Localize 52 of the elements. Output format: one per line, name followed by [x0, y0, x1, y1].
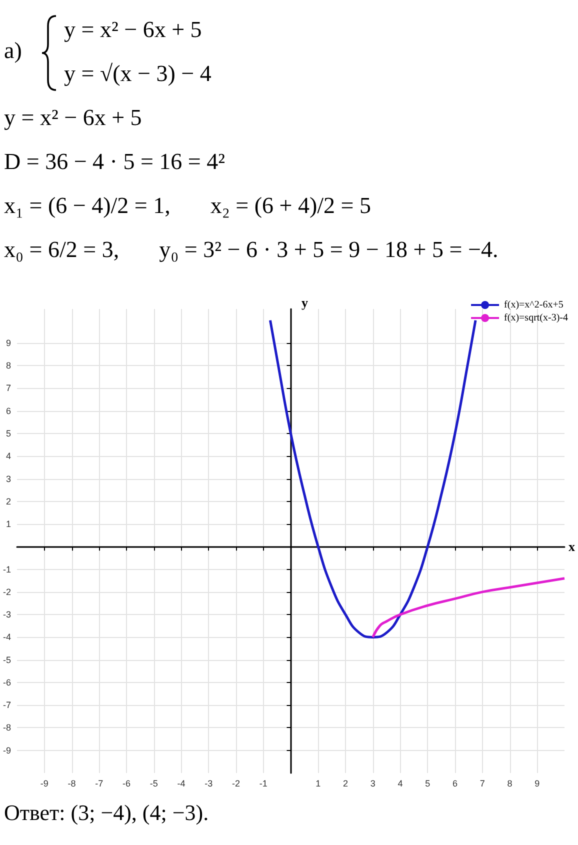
y-tick-label: -6	[2, 677, 11, 688]
x-tick-label: -6	[122, 778, 131, 788]
text: y = √(x − 3) − 4	[64, 61, 212, 86]
text: Ответ: (3; −4), (4; −3).	[4, 800, 209, 826]
text: а)	[4, 38, 22, 64]
y-tick-label: -8	[2, 722, 11, 733]
y-tick-label: 5	[6, 428, 11, 438]
y-tick-label: -2	[2, 586, 11, 597]
y-tick-label: -7	[2, 700, 11, 710]
x-tick-label: -5	[150, 778, 158, 788]
y-tick-label: 7	[6, 383, 11, 394]
x-axis-title: x	[568, 539, 576, 554]
x-tick-label: 4	[398, 778, 403, 788]
x-tick-label: 5	[425, 778, 430, 788]
y-tick-label: 4	[6, 451, 11, 462]
legend-label: f(x)=sqrt(x-3)-4	[504, 312, 568, 324]
text: y = x² − 6x + 5	[4, 105, 142, 130]
text: y₀ = 3² − 6 · 3 + 5 = 9 − 18 + 5 = −4.	[159, 237, 498, 262]
x-tick-label: -7	[95, 778, 104, 788]
y-tick-label: 8	[6, 360, 11, 371]
y-tick-label: 1	[6, 519, 11, 530]
legend-label: f(x)=x^2-6x+5	[504, 300, 564, 310]
line-series	[268, 319, 477, 638]
text: x₀ = 6/2 = 3,	[4, 237, 120, 262]
text: D = 36 − 4 · 5 = 16 = 4²	[4, 149, 226, 174]
x-tick-label: -9	[40, 778, 48, 788]
text: x₁ = (6 − 4)/2 = 1,	[4, 193, 170, 218]
x-tick-label: -8	[68, 778, 76, 788]
y-tick-label: 9	[6, 338, 11, 348]
y-tick-label: -5	[2, 654, 11, 665]
x-tick-label: 7	[480, 778, 485, 788]
x-tick-label: 3	[370, 778, 376, 788]
line-series	[372, 577, 566, 638]
y-tick-label: -9	[2, 745, 11, 756]
x-tick-label: 9	[534, 778, 540, 788]
y-tick-label: 3	[6, 474, 11, 484]
y-axis-title: y	[302, 295, 308, 310]
text: y = x² − 6x + 5	[64, 17, 202, 42]
x-tick-label: -2	[232, 778, 240, 788]
y-tick-label: 6	[6, 406, 11, 416]
text: x₂ = (6 + 4)/2 = 5	[210, 193, 372, 218]
x-tick-label: 8	[507, 778, 512, 788]
y-tick-label: 2	[6, 496, 11, 506]
y-tick-label: -3	[2, 610, 11, 620]
x-tick-label: 6	[452, 778, 458, 788]
x-tick-label: -3	[204, 778, 213, 788]
x-tick-label: -4	[177, 778, 186, 788]
x-tick-label: 1	[316, 778, 321, 788]
y-tick-label: -4	[2, 632, 11, 642]
x-tick-label: -1	[259, 778, 268, 788]
x-tick-label: 2	[342, 778, 348, 788]
y-tick-label: -1	[2, 564, 11, 574]
